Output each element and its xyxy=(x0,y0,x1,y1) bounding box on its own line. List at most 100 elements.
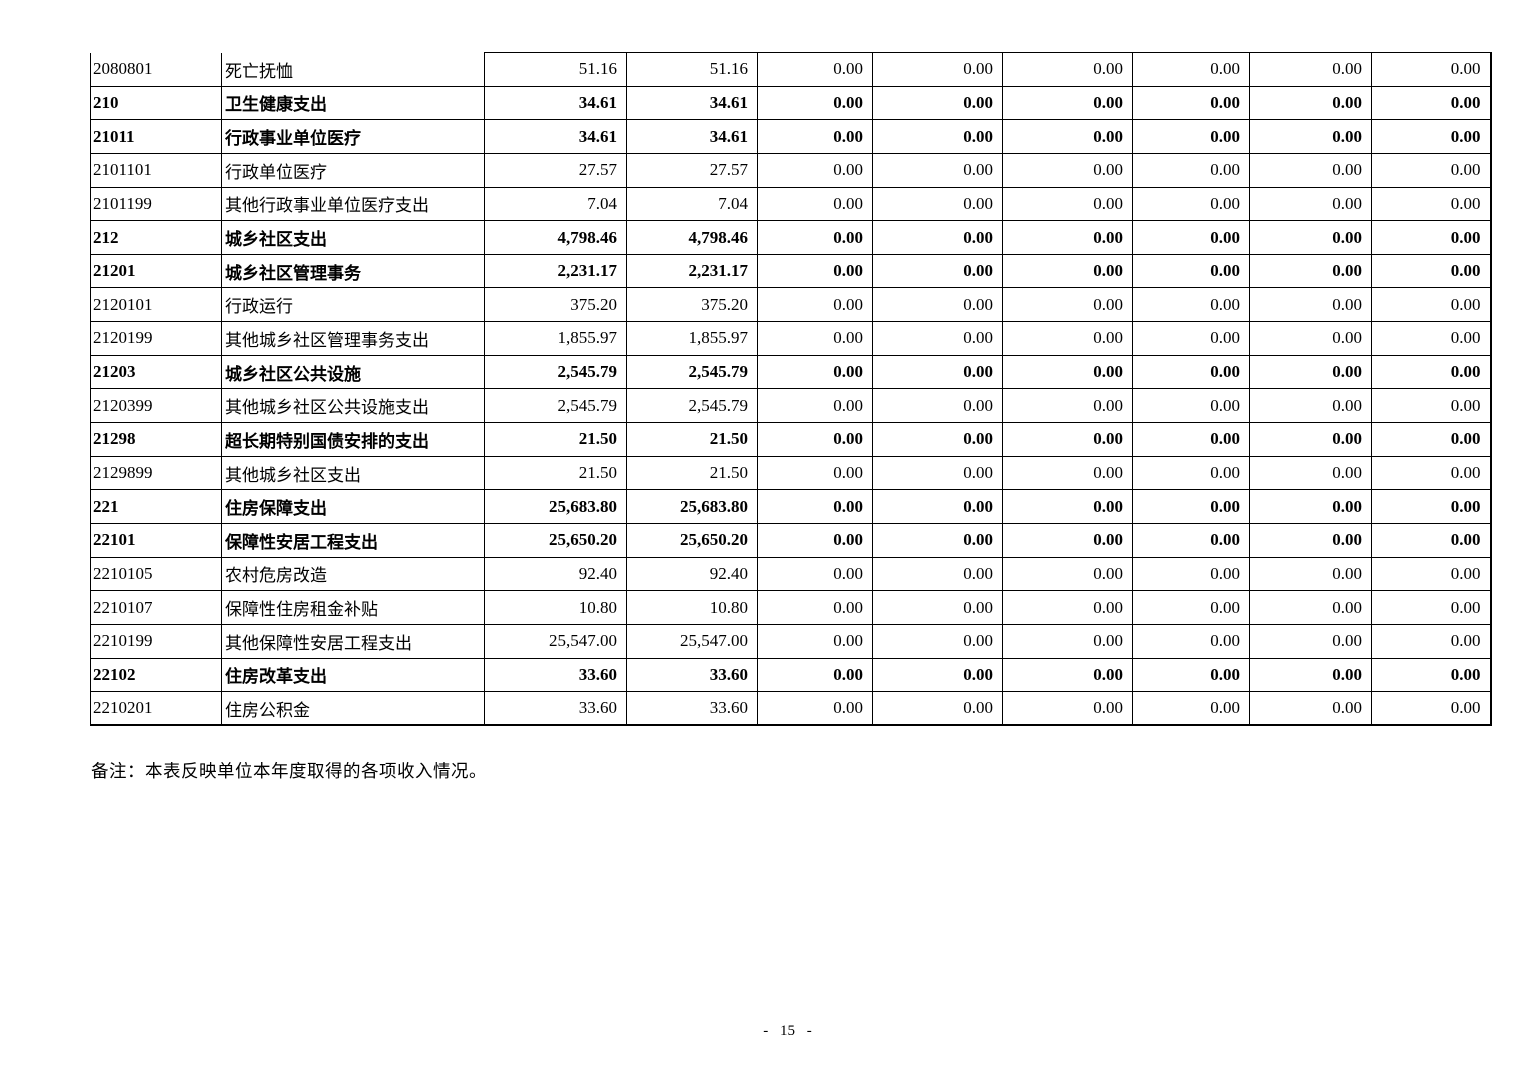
table-row: 2080801 死亡抚恤 51.16 51.16 0.00 0.00 0.00 0.00 0.0… xyxy=(90,52,1492,87)
value-cell: 10.80 xyxy=(484,590,627,625)
code-cell: 210 xyxy=(90,85,222,121)
value-cell: 0.00 xyxy=(1371,657,1492,693)
name-cell: 城乡社区公共设施 xyxy=(221,354,485,390)
value-cell: 0.00 xyxy=(872,52,1003,87)
value-cell: 0.00 xyxy=(757,556,873,592)
code-cell: 21203 xyxy=(90,354,222,390)
value-cell: 0.00 xyxy=(757,522,873,558)
value-cell: 0.00 xyxy=(1249,388,1372,424)
value-cell: 0.00 xyxy=(757,152,873,188)
value-cell: 0.00 xyxy=(1371,623,1492,659)
code-cell: 2210201 xyxy=(90,691,222,727)
value-cell: 0.00 xyxy=(1249,489,1372,524)
value-cell: 0.00 xyxy=(872,287,1003,323)
table-row: 21203 城乡社区公共设施 2,545.79 2,545.79 0.00 0.00 0.0… xyxy=(90,354,1492,390)
value-cell: 0.00 xyxy=(1002,354,1133,390)
value-cell: 34.61 xyxy=(484,85,627,121)
value-cell: 25,650.20 xyxy=(626,522,758,558)
value-cell: 0.00 xyxy=(872,590,1003,625)
value-cell: 0.00 xyxy=(1371,321,1492,356)
table-row: 21298 超长期特别国债安排的支出 21.50 21.50 0.00 0.00 0.00 0… xyxy=(90,422,1492,457)
value-cell: 0.00 xyxy=(1371,388,1492,424)
note-text: 备注：本表反映单位本年度取得的各项收入情况。 xyxy=(91,761,487,781)
value-cell: 21.50 xyxy=(484,455,627,491)
value-cell: 0.00 xyxy=(872,623,1003,659)
value-cell: 0.00 xyxy=(1132,220,1250,255)
value-cell: 4,798.46 xyxy=(626,220,758,255)
value-cell: 1,855.97 xyxy=(626,321,758,356)
value-cell: 27.57 xyxy=(626,152,758,188)
value-cell: 0.00 xyxy=(1002,691,1133,727)
value-cell: 0.00 xyxy=(1132,422,1250,457)
name-cell: 其他城乡社区支出 xyxy=(221,455,485,491)
value-cell: 0.00 xyxy=(872,253,1003,289)
value-cell: 0.00 xyxy=(1002,287,1133,323)
value-cell: 0.00 xyxy=(757,85,873,121)
code-cell: 2210199 xyxy=(90,623,222,659)
value-cell: 2,545.79 xyxy=(484,354,627,390)
table-row: 2120101 行政运行 375.20 375.20 0.00 0.00 0.00 0.00 0… xyxy=(90,287,1492,323)
value-cell: 0.00 xyxy=(1371,590,1492,625)
value-cell: 0.00 xyxy=(1132,152,1250,188)
value-cell: 0.00 xyxy=(872,119,1003,154)
value-cell: 375.20 xyxy=(484,287,627,323)
value-cell: 0.00 xyxy=(1371,287,1492,323)
value-cell: 0.00 xyxy=(1249,52,1372,87)
value-cell: 0.00 xyxy=(1002,657,1133,693)
value-cell: 0.00 xyxy=(1132,253,1250,289)
value-cell: 0.00 xyxy=(1249,354,1372,390)
value-cell: 0.00 xyxy=(1371,455,1492,491)
value-cell: 0.00 xyxy=(1002,220,1133,255)
name-cell: 农村危房改造 xyxy=(221,556,485,592)
value-cell: 0.00 xyxy=(1249,556,1372,592)
table-row: 210 卫生健康支出 34.61 34.61 0.00 0.00 0.00 0.00 0.00 0… xyxy=(90,85,1492,121)
name-cell: 死亡抚恤 xyxy=(221,52,485,87)
name-cell: 住房公积金 xyxy=(221,691,485,727)
code-cell: 21298 xyxy=(90,422,222,457)
value-cell: 0.00 xyxy=(1132,119,1250,154)
value-cell: 21.50 xyxy=(484,422,627,457)
code-cell: 2080801 xyxy=(90,52,222,87)
value-cell: 92.40 xyxy=(484,556,627,592)
value-cell: 25,547.00 xyxy=(626,623,758,659)
value-cell: 0.00 xyxy=(757,220,873,255)
value-cell: 51.16 xyxy=(484,52,627,87)
name-cell: 行政运行 xyxy=(221,287,485,323)
value-cell: 0.00 xyxy=(1002,119,1133,154)
value-cell: 2,545.79 xyxy=(484,388,627,424)
value-cell: 0.00 xyxy=(1002,455,1133,491)
value-cell: 0.00 xyxy=(1132,186,1250,222)
table-row: 2120199 其他城乡社区管理事务支出 1,855.97 1,855.97 0.00 0… xyxy=(90,321,1492,356)
value-cell: 2,231.17 xyxy=(626,253,758,289)
value-cell: 0.00 xyxy=(1371,119,1492,154)
code-cell: 2101101 xyxy=(90,152,222,188)
value-cell: 0.00 xyxy=(1371,52,1492,87)
name-cell: 其他城乡社区公共设施支出 xyxy=(221,388,485,424)
name-cell: 行政事业单位医疗 xyxy=(221,119,485,154)
value-cell: 0.00 xyxy=(757,455,873,491)
value-cell: 0.00 xyxy=(1002,590,1133,625)
value-cell: 34.61 xyxy=(626,85,758,121)
value-cell: 0.00 xyxy=(1132,590,1250,625)
value-cell: 0.00 xyxy=(757,287,873,323)
name-cell: 保障性住房租金补贴 xyxy=(221,590,485,625)
value-cell: 0.00 xyxy=(1002,52,1133,87)
value-cell: 0.00 xyxy=(1132,85,1250,121)
code-cell: 2120399 xyxy=(90,388,222,424)
name-cell: 卫生健康支出 xyxy=(221,85,485,121)
value-cell: 0.00 xyxy=(1371,152,1492,188)
value-cell: 25,650.20 xyxy=(484,522,627,558)
code-cell: 2120101 xyxy=(90,287,222,323)
value-cell: 2,545.79 xyxy=(626,354,758,390)
value-cell: 0.00 xyxy=(1132,52,1250,87)
value-cell: 7.04 xyxy=(626,186,758,222)
value-cell: 33.60 xyxy=(626,657,758,693)
value-cell: 1,855.97 xyxy=(484,321,627,356)
value-cell: 375.20 xyxy=(626,287,758,323)
value-cell: 0.00 xyxy=(757,623,873,659)
value-cell: 0.00 xyxy=(1132,522,1250,558)
value-cell: 21.50 xyxy=(626,455,758,491)
value-cell: 0.00 xyxy=(1371,220,1492,255)
value-cell: 0.00 xyxy=(1002,388,1133,424)
